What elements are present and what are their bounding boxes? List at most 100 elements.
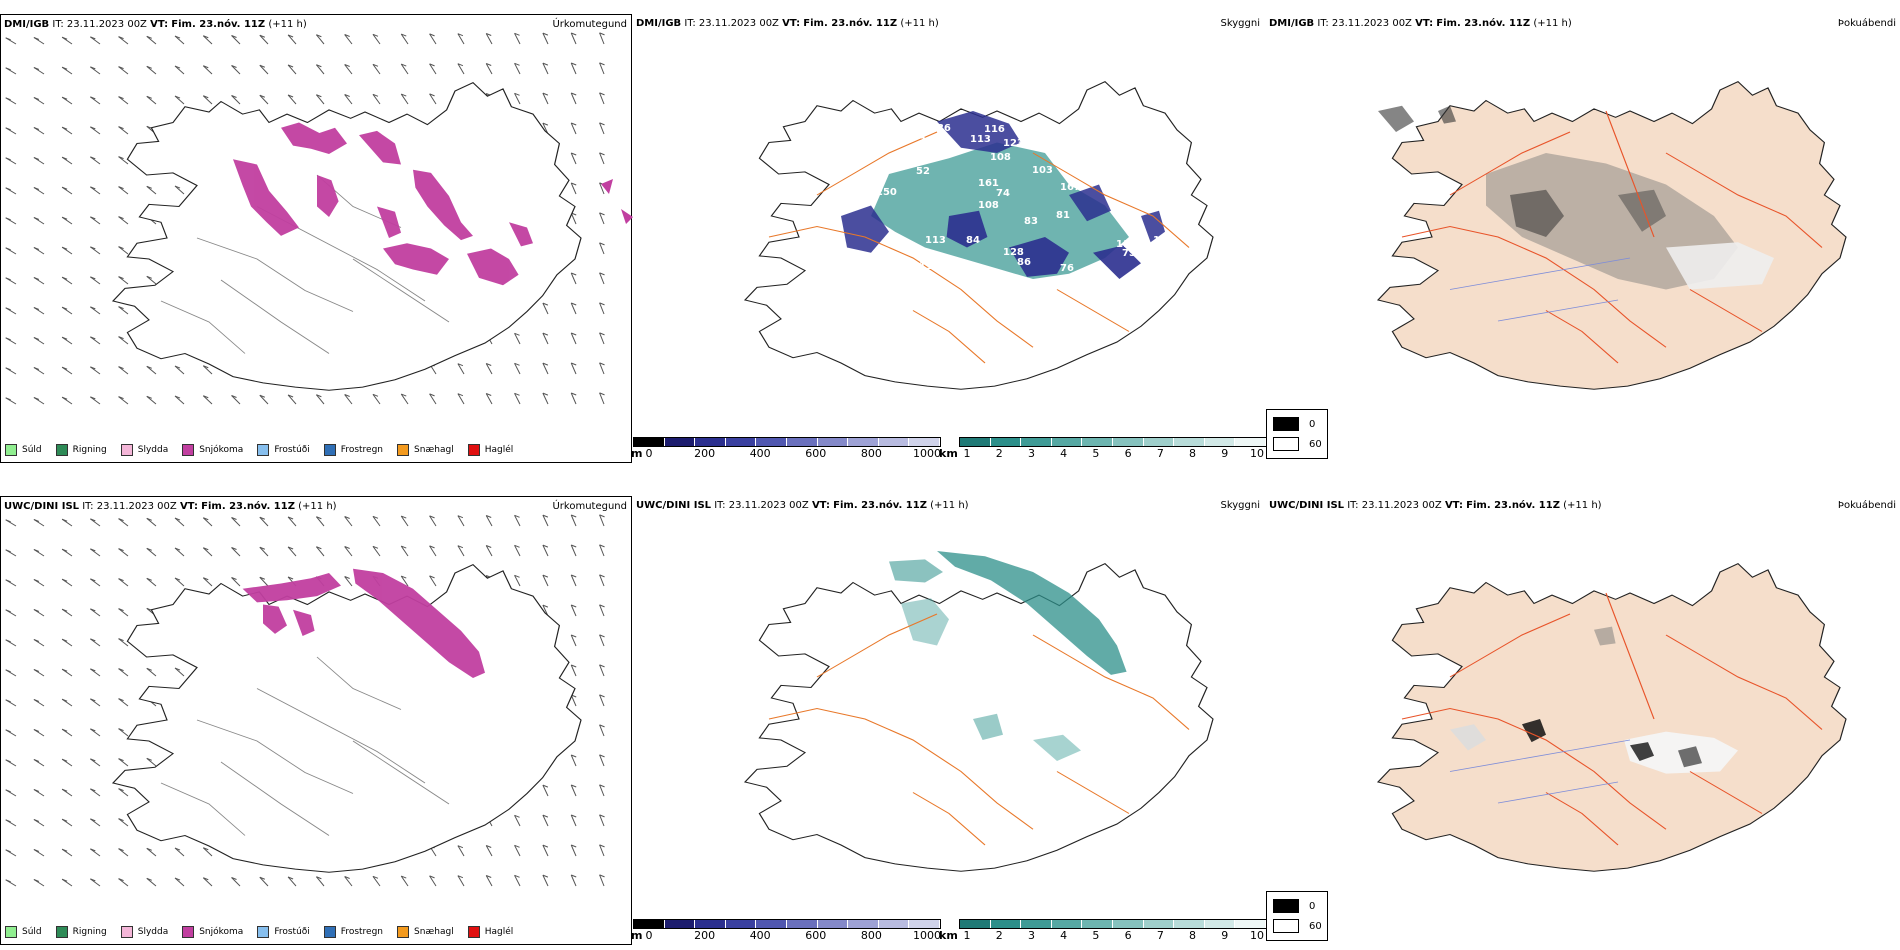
precip-map xyxy=(5,514,605,887)
wind-barb xyxy=(90,366,101,375)
wind-barb-flag xyxy=(514,362,520,366)
wind-barb-flag xyxy=(203,365,209,369)
wind-barb xyxy=(90,186,101,195)
wind-barb-flag xyxy=(203,65,209,69)
wind-barb-flag xyxy=(174,877,181,881)
colorbar-tick: 5 xyxy=(1092,929,1100,942)
wind-barb xyxy=(542,62,549,75)
wind-barb xyxy=(90,548,101,557)
wind-barb-flag xyxy=(457,393,464,397)
wind-barb xyxy=(485,515,493,527)
wind-barb-flag xyxy=(174,65,181,69)
wind-barb xyxy=(599,152,605,165)
wind-barb-flag xyxy=(429,33,435,37)
wind-barb xyxy=(174,395,185,405)
legend-label: Snjókoma xyxy=(199,445,244,455)
wind-barb-flag xyxy=(599,92,605,96)
wind-barb xyxy=(174,517,185,527)
wind-barb xyxy=(174,365,185,375)
wind-barb xyxy=(429,545,437,557)
panel-title: UWC/DINI ISL IT: 23.11.2023 00Z VT: Fim.… xyxy=(4,501,337,512)
wind-barb-flag xyxy=(542,514,549,518)
wind-barb-flag xyxy=(287,876,294,880)
wind-barb-flag xyxy=(542,62,549,66)
wind-barb-flag xyxy=(5,277,11,281)
wind-barb xyxy=(118,96,129,105)
wind-barb xyxy=(599,182,605,195)
fog-legend-label: 0 xyxy=(1309,418,1316,430)
fog-map xyxy=(1377,562,1847,872)
wind-barb-flag xyxy=(90,788,96,792)
wind-barb xyxy=(90,336,101,345)
wind-barb xyxy=(344,546,353,557)
wind-barb-flag xyxy=(33,669,40,672)
wind-barb-flag xyxy=(61,848,68,852)
wind-barb-flag xyxy=(118,396,124,400)
cloud-base-value: 86 xyxy=(1017,257,1031,268)
wind-barb-flag xyxy=(61,66,68,70)
wind-barb-flag xyxy=(514,62,520,66)
wind-barb-flag xyxy=(457,875,464,879)
fog-legend: 0 60 xyxy=(1266,891,1328,941)
wind-barb-flag xyxy=(61,638,68,642)
wind-barb xyxy=(231,395,241,405)
cloud-depth-unit: km xyxy=(939,929,958,942)
wind-barb-flag xyxy=(571,814,577,818)
wind-barb-flag xyxy=(429,63,435,67)
wind-barb-flag xyxy=(571,874,577,878)
wind-barb-flag xyxy=(146,185,152,189)
wind-barb-flag xyxy=(457,33,464,37)
wind-barb-flag xyxy=(203,577,209,581)
wind-barb-flag xyxy=(231,547,237,550)
fog-legend: 0 60 xyxy=(1266,409,1328,459)
cloud-areas xyxy=(889,551,1127,761)
cloud-base-colorbar xyxy=(633,437,941,447)
wind-barb-flag xyxy=(457,845,464,849)
precip-legend-item: Frostúði xyxy=(257,444,310,456)
wind-barb-flag xyxy=(486,515,492,518)
cloud-base-value: 74 xyxy=(996,188,1010,199)
wind-barb xyxy=(542,302,549,315)
wind-barb-flag xyxy=(287,546,294,550)
precip-legend-item: Rigning xyxy=(55,444,107,456)
wind-barb xyxy=(570,152,577,165)
wind-barb-flag xyxy=(571,784,577,788)
wind-barb-flag xyxy=(259,576,265,580)
wind-barb-flag xyxy=(514,332,520,336)
wind-barb xyxy=(542,514,549,527)
colorbar-tick: 8 xyxy=(1189,929,1197,942)
colorbar-tick: 1 xyxy=(963,929,971,942)
wind-barb xyxy=(570,784,577,797)
colorbar-segment xyxy=(695,438,726,446)
colorbar-tick: 4 xyxy=(1060,929,1068,942)
colorbar-tick: 5 xyxy=(1092,447,1100,460)
panel-title: UWC/DINI ISL IT: 23.11.2023 00Z VT: Fim.… xyxy=(1269,500,1602,511)
wind-barb xyxy=(542,332,549,345)
colorbar-segment xyxy=(960,438,991,446)
wind-barb-flag xyxy=(571,544,577,548)
wind-barb xyxy=(118,638,129,647)
wind-barb xyxy=(315,516,325,527)
wind-barb xyxy=(146,35,157,45)
wind-barb-flag xyxy=(203,847,209,851)
wind-barb-flag xyxy=(61,96,68,100)
wind-barb-flag xyxy=(599,544,605,548)
wind-barb-flag xyxy=(259,876,265,880)
wind-barb xyxy=(118,156,129,165)
wind-barb-flag xyxy=(146,275,152,279)
cloud-base-value: 17 xyxy=(1159,155,1173,166)
colorbar-segment xyxy=(756,920,787,928)
wind-barb xyxy=(118,306,129,315)
wind-barb-flag xyxy=(33,519,40,522)
wind-barb-flag xyxy=(33,67,40,70)
wind-barb-flag xyxy=(514,844,520,848)
wind-barb-flag xyxy=(571,664,577,668)
wind-barb-flag xyxy=(118,216,124,220)
wind-barb xyxy=(315,34,325,45)
colorbar-tick: 0 xyxy=(645,929,653,942)
wind-barb xyxy=(599,724,605,737)
wind-barb-flag xyxy=(61,156,68,160)
wind-barb-flag xyxy=(174,847,181,851)
wind-barb xyxy=(118,728,129,737)
